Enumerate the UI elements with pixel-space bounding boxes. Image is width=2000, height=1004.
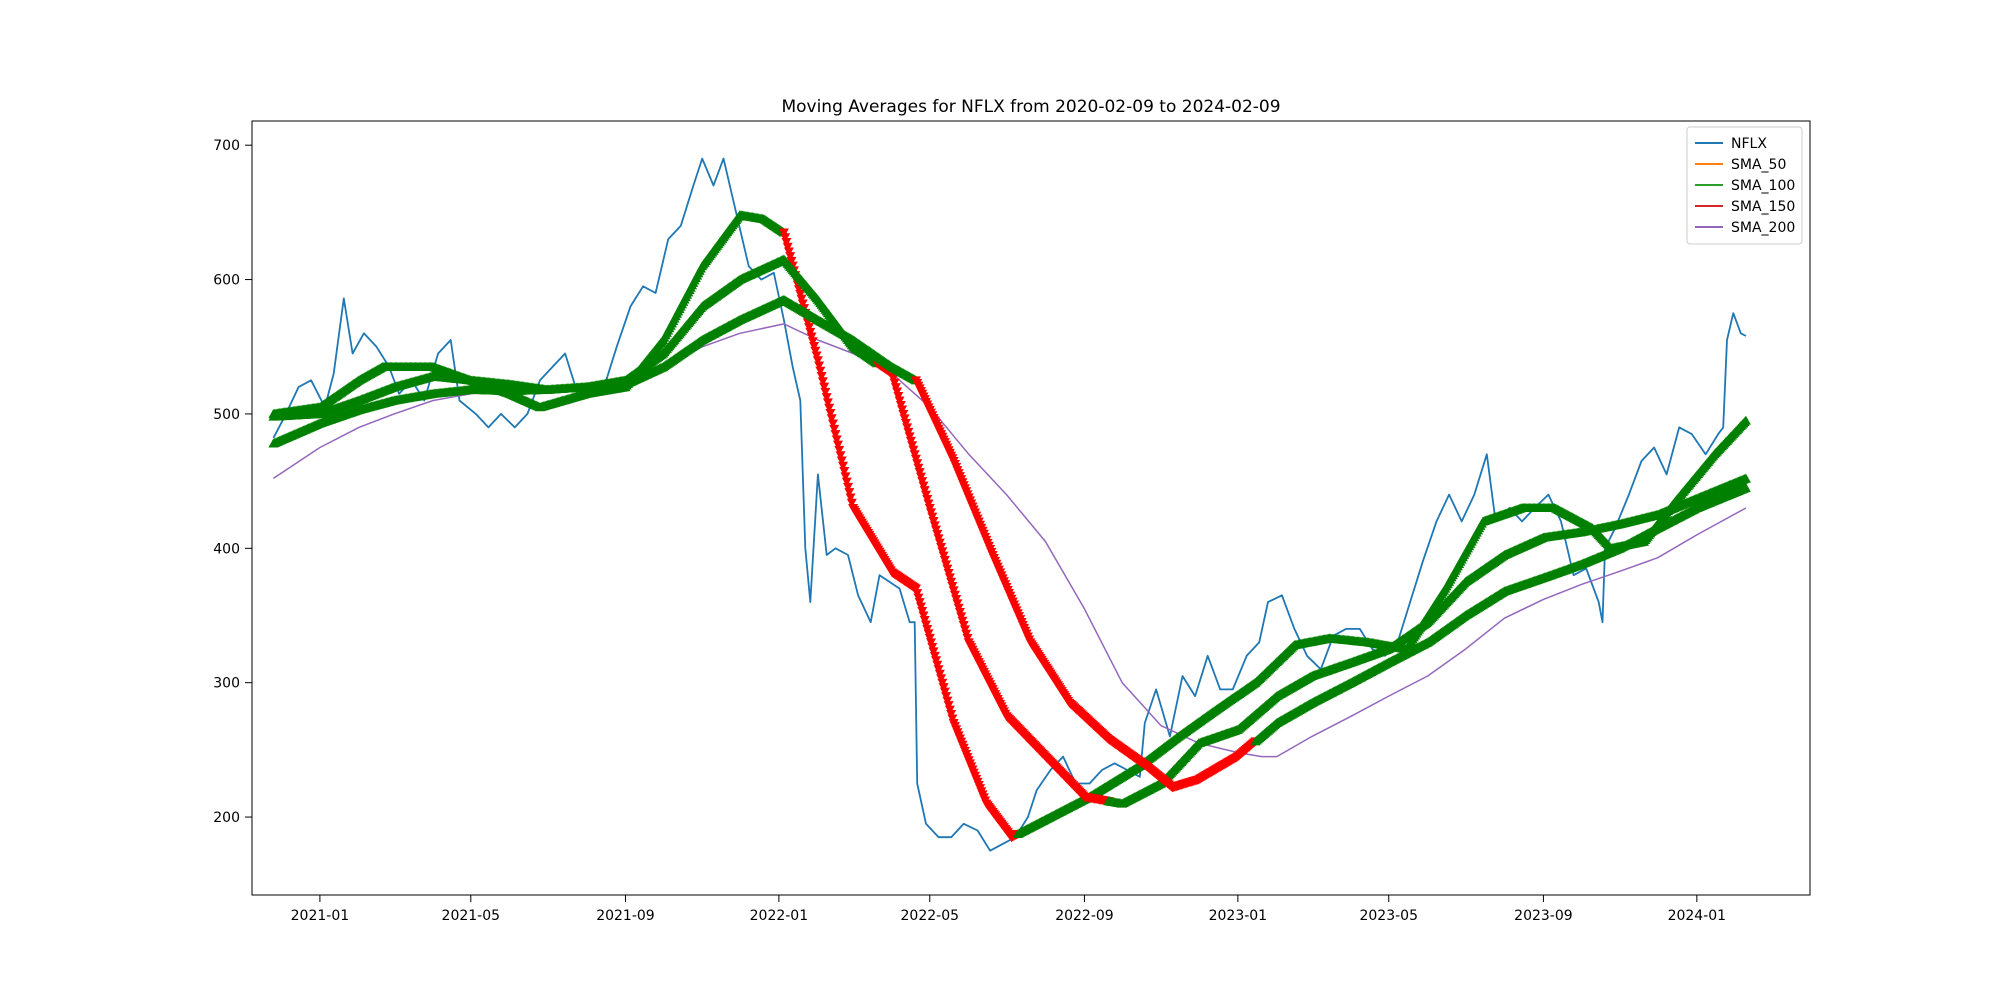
marker-up-sma-100 <box>1740 473 1751 483</box>
marker-down-sma-50 <box>832 440 843 450</box>
x-tick-label: 2022-01 <box>750 908 809 924</box>
y-tick-label: 600 <box>213 273 240 289</box>
y-tick-label: 200 <box>213 810 240 826</box>
marker-down-sma-50 <box>805 327 816 337</box>
marker-down-sma-50 <box>812 356 823 366</box>
legend-label-sma-150: SMA_150 <box>1731 199 1795 215</box>
marker-down-sma-50 <box>825 408 836 418</box>
marker-down-sma-50 <box>817 377 828 387</box>
marker-down-sma-50 <box>836 456 847 466</box>
marker-down-sma-50 <box>827 419 838 429</box>
marker-down-sma-50 <box>846 498 857 508</box>
marker-down-sma-50 <box>815 366 826 376</box>
marker-down-sma-50 <box>796 294 807 304</box>
marker-down-sma-50 <box>786 256 797 266</box>
marker-down-sma-50 <box>820 387 831 397</box>
marker-up-sma-150 <box>1740 482 1751 492</box>
marker-down-sma-50 <box>843 482 854 492</box>
marker-down-sma-50 <box>834 445 845 455</box>
y-tick-label: 300 <box>213 676 240 692</box>
x-tick-label: 2021-09 <box>596 908 655 924</box>
legend-label-nflx: NFLX <box>1731 136 1767 152</box>
y-tick-label: 500 <box>213 407 240 423</box>
y-tick-label: 700 <box>213 138 240 154</box>
series-line-sma-50 <box>273 214 1747 839</box>
marker-down-sma-50 <box>830 430 841 440</box>
legend-label-sma-200: SMA_200 <box>1731 220 1795 236</box>
x-tick-label: 2022-09 <box>1055 908 1114 924</box>
series-line-nflx <box>272 157 1747 852</box>
marker-down-sma-50 <box>835 451 846 461</box>
marker-down-sma-50 <box>826 414 837 424</box>
marker-down-sma-50 <box>838 461 849 471</box>
marker-down-sma-50 <box>822 398 833 408</box>
x-tick-label: 2024-01 <box>1668 908 1727 924</box>
marker-down-sma-50 <box>841 477 852 487</box>
axis-layer: 2021-01 2021-05 2021-09 2022-01 2022-05 2022-… <box>213 138 1726 924</box>
marker-down-sma-50 <box>785 252 796 262</box>
marker-down-sma-50 <box>797 299 808 309</box>
x-tick-label: 2023-09 <box>1514 908 1573 924</box>
legend-label-sma-100: SMA_100 <box>1731 178 1795 194</box>
marker-down-sma-50 <box>783 247 794 257</box>
legend-label-sma-50: SMA_50 <box>1731 157 1786 173</box>
marker-down-sma-50 <box>795 289 806 299</box>
marker-down-sma-50 <box>804 323 815 333</box>
marker-down-sma-50 <box>809 342 820 352</box>
marker-down-sma-50 <box>781 237 792 247</box>
marker-down-sma-50 <box>810 346 821 356</box>
marker-down-sma-50 <box>811 351 822 361</box>
legend-box <box>1686 126 1803 245</box>
x-tick-label: 2021-01 <box>291 908 350 924</box>
marker-down-sma-50 <box>844 488 855 498</box>
marker-down-sma-50 <box>780 233 791 243</box>
x-tick-label: 2021-05 <box>442 908 501 924</box>
marker-layer <box>268 210 1751 843</box>
x-tick-label: 2023-01 <box>1209 908 1268 924</box>
marker-down-sma-50 <box>816 372 827 382</box>
marker-down-sma-50 <box>819 382 830 392</box>
plot-area <box>251 120 1811 896</box>
x-tick-label: 2022-05 <box>901 908 960 924</box>
y-tick-label: 400 <box>213 541 240 557</box>
marker-down-sma-50 <box>824 403 835 413</box>
marker-down-sma-50 <box>845 493 856 503</box>
marker-up-sma-50 <box>1740 415 1751 425</box>
marker-down-sma-50 <box>778 228 789 238</box>
x-tick-label: 2023-05 <box>1359 908 1418 924</box>
marker-down-sma-50 <box>829 424 840 434</box>
chart-title: Moving Averages for NFLX from 2020-02-09… <box>781 97 1280 117</box>
marker-down-sma-50 <box>831 435 842 445</box>
marker-down-sma-50 <box>814 361 825 371</box>
marker-down-sma-50 <box>821 393 832 403</box>
marker-down-sma-50 <box>839 467 850 477</box>
marker-down-sma-50 <box>806 332 817 342</box>
marker-down-sma-50 <box>807 337 818 347</box>
marker-down-sma-50 <box>782 242 793 252</box>
marker-down-sma-50 <box>840 472 851 482</box>
legend: NFLX SMA_50 SMA_100 SMA_150 SMA_200 <box>1686 126 1803 245</box>
